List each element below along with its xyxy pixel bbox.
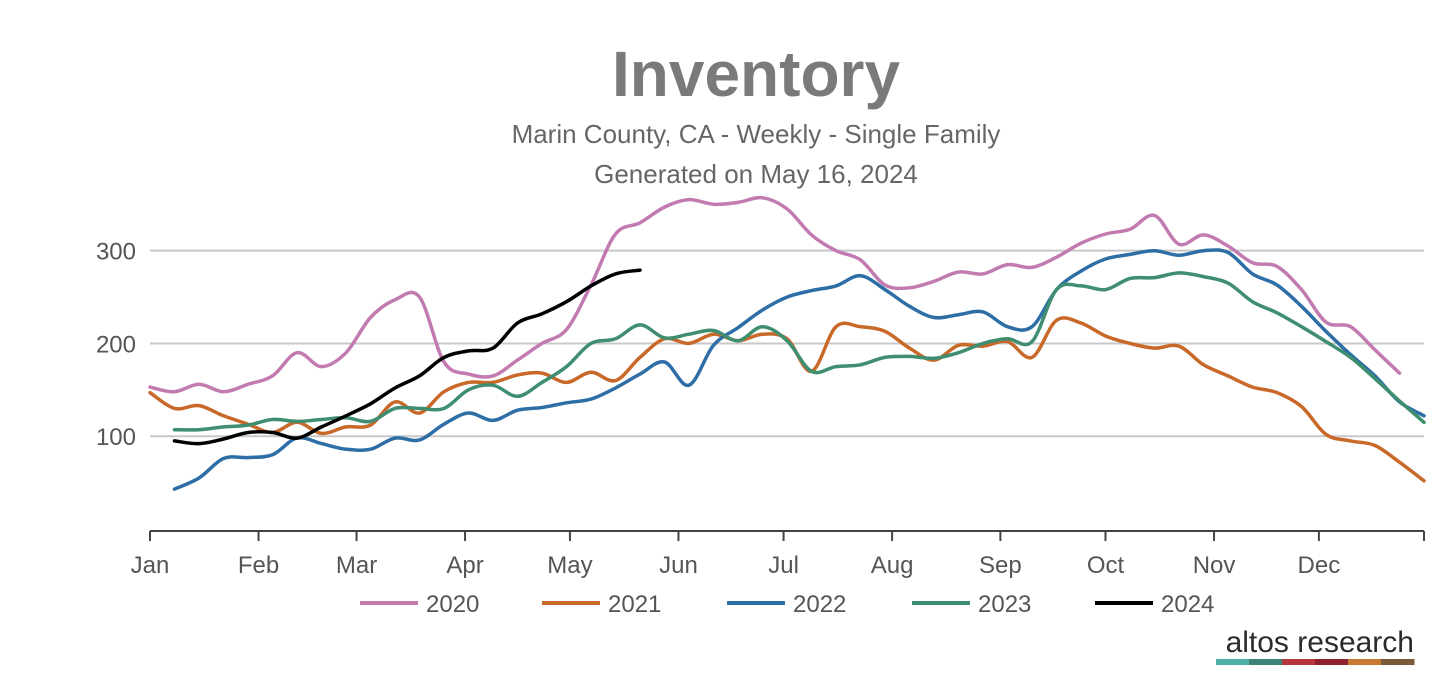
x-tick-label-jul: Jul: [768, 552, 799, 579]
brand-stripe-segment: [1249, 659, 1283, 665]
legend-label-2021: 2021: [608, 591, 661, 618]
y-axis-ticks: 100 200 300: [96, 239, 136, 452]
x-tick-label-nov: Nov: [1193, 552, 1236, 579]
legend-label-2024: 2024: [1161, 591, 1214, 618]
series-line-2022: [172, 248, 1426, 491]
brand-stripe-segment: [1216, 659, 1250, 665]
chart-title: Inventory: [612, 38, 900, 110]
brand-stripe-segment: [1282, 659, 1316, 665]
legend-label-2023: 2023: [978, 591, 1031, 618]
x-tick-label-oct: Oct: [1087, 552, 1125, 579]
x-tick-label-sep: Sep: [979, 552, 1022, 579]
y-tick-label-200: 200: [96, 331, 136, 358]
x-tick-label-may: May: [547, 552, 592, 579]
x-tick-label-jan: Jan: [131, 552, 170, 579]
x-tick-label-aug: Aug: [871, 552, 914, 579]
brand-stripe-segment: [1348, 659, 1382, 665]
x-tick-label-dec: Dec: [1298, 552, 1341, 579]
x-tick-label-jun: Jun: [659, 552, 698, 579]
chart-generated-date: Generated on May 16, 2024: [594, 159, 918, 189]
x-tick-label-apr: Apr: [446, 552, 483, 579]
brand-color-stripe: [1216, 659, 1415, 665]
y-tick-label-100: 100: [96, 424, 136, 451]
y-tick-label-300: 300: [96, 239, 136, 266]
x-axis-ticks: Jan Feb Mar Apr May Jun Jul Aug Sep Oct Nov Dec: [131, 531, 1425, 579]
x-tick-label-feb: Feb: [238, 552, 279, 579]
series-line-2020: [148, 195, 1402, 394]
legend: 2020 2021 2022 2023 2024: [360, 591, 1214, 618]
chart-subtitle: Marin County, CA - Weekly - Single Famil…: [512, 119, 1001, 149]
legend-label-2020: 2020: [426, 591, 479, 618]
altos-research-logo: altos research: [1216, 626, 1415, 665]
series-lines: [148, 195, 1426, 491]
x-tick-label-mar: Mar: [336, 552, 377, 579]
brand-stripe-segment: [1315, 659, 1349, 665]
legend-label-2022: 2022: [793, 591, 846, 618]
gridlines: [150, 249, 1424, 438]
series-line-2024: [172, 268, 642, 446]
brand-stripe-segment: [1381, 659, 1415, 665]
series-line-2023: [172, 271, 1426, 432]
brand-name: altos research: [1226, 626, 1414, 659]
